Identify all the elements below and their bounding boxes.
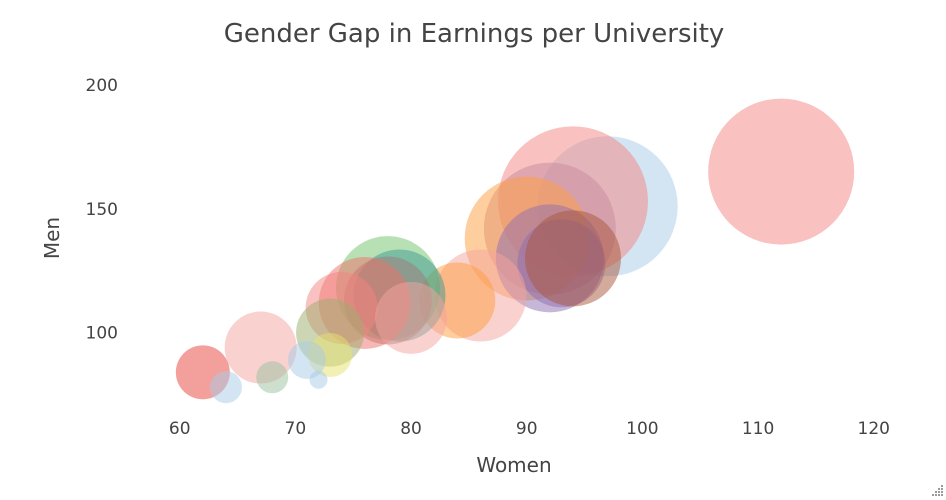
x-tick-label: 110 xyxy=(742,419,774,439)
data-bubble[interactable] xyxy=(209,371,242,404)
y-tick-label: 150 xyxy=(86,200,118,220)
bubble-layer xyxy=(175,98,855,404)
data-bubble[interactable] xyxy=(708,98,855,245)
x-axis-ticks: 60 70 80 90 100 110 120 xyxy=(169,419,890,439)
x-tick-label: 70 xyxy=(285,419,307,439)
data-bubble[interactable] xyxy=(375,281,448,354)
x-tick-label: 80 xyxy=(400,419,422,439)
y-tick-label: 200 xyxy=(86,76,118,96)
x-tick-label: 120 xyxy=(858,419,890,439)
data-bubble[interactable] xyxy=(256,361,289,394)
resize-grip-icon[interactable] xyxy=(930,484,944,498)
x-tick-label: 60 xyxy=(169,419,191,439)
data-bubble[interactable] xyxy=(524,210,621,307)
y-axis-ticks: 100 150 200 xyxy=(86,76,118,344)
y-axis-title: Men xyxy=(40,217,64,259)
y-tick-label: 100 xyxy=(86,324,118,344)
x-tick-label: 90 xyxy=(516,419,538,439)
x-axis-title: Women xyxy=(476,453,551,477)
data-bubble[interactable] xyxy=(309,370,328,389)
data-bubble[interactable] xyxy=(287,340,326,379)
x-tick-label: 100 xyxy=(626,419,658,439)
chart-title: Gender Gap in Earnings per University xyxy=(224,19,725,49)
